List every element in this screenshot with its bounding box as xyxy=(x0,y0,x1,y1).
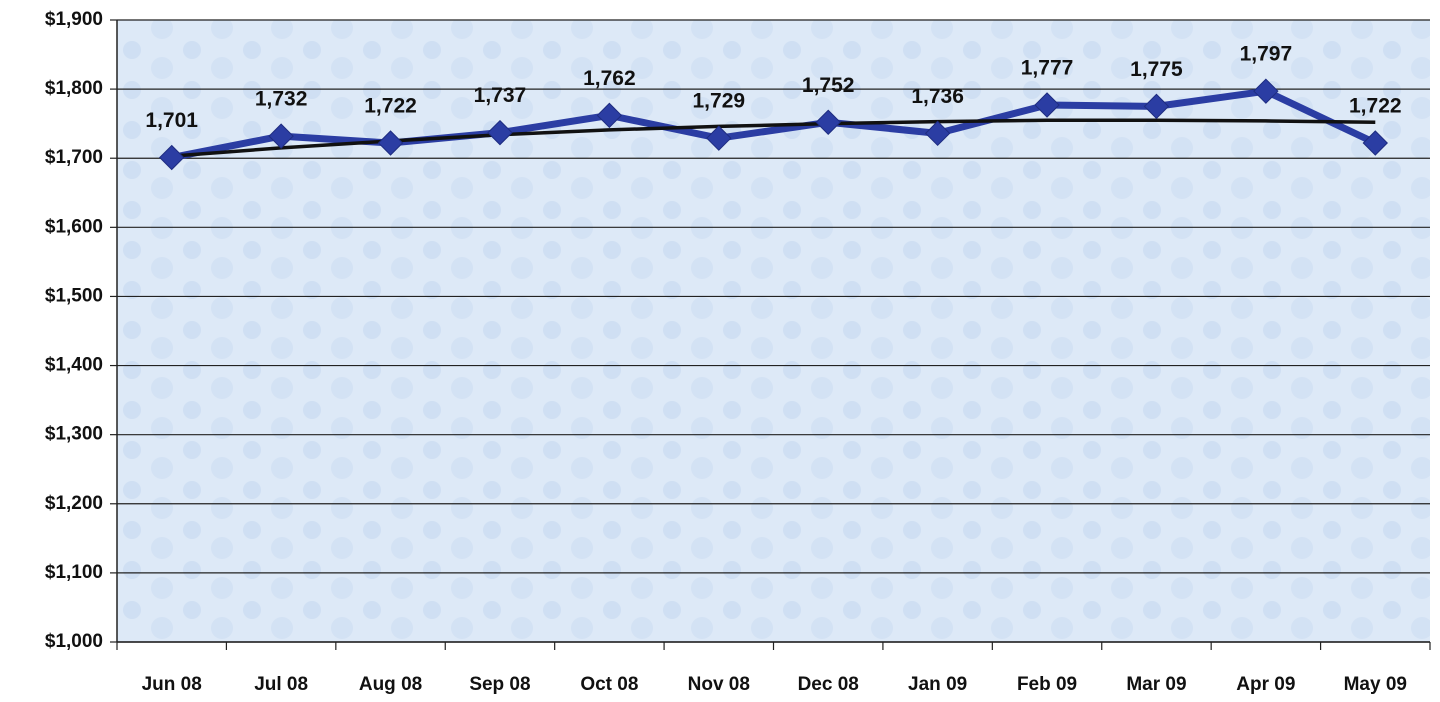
data-point xyxy=(706,125,732,151)
x-tick-label: Feb 09 xyxy=(1017,674,1077,695)
data-label: 1,737 xyxy=(474,84,527,107)
data-label: 1,797 xyxy=(1240,43,1293,66)
y-tick-label: $1,300 xyxy=(45,424,103,445)
y-tick-label: $1,000 xyxy=(45,631,103,652)
x-tick-label: Sep 08 xyxy=(469,674,530,695)
data-point xyxy=(924,120,951,147)
y-tick-label: $1,600 xyxy=(45,216,103,237)
y-tick-label: $1,500 xyxy=(45,285,103,306)
data-point xyxy=(596,102,623,129)
data-point xyxy=(815,109,841,135)
data-label: 1,762 xyxy=(583,67,636,90)
data-label: 1,732 xyxy=(255,88,308,111)
x-tick-label: Jul 08 xyxy=(254,674,308,695)
data-point xyxy=(487,119,513,146)
x-tick-label: Nov 08 xyxy=(688,674,750,695)
x-tick-label: Mar 09 xyxy=(1126,674,1186,695)
data-label: 1,775 xyxy=(1130,58,1183,81)
x-tick-label: May 09 xyxy=(1344,674,1407,695)
data-label: 1,777 xyxy=(1021,57,1074,80)
trend-line xyxy=(171,118,1376,158)
x-tick-label: Oct 08 xyxy=(580,674,638,695)
y-tick-label: $1,800 xyxy=(45,78,103,99)
x-tick-label: Jun 08 xyxy=(142,674,202,695)
data-point xyxy=(1253,78,1279,104)
data-label: 1,701 xyxy=(145,109,198,132)
data-label: 1,752 xyxy=(802,74,855,97)
y-tick-label: $1,100 xyxy=(45,562,103,583)
data-point xyxy=(1034,92,1060,118)
x-tick-label: Jan 09 xyxy=(908,674,967,695)
data-label: 1,722 xyxy=(364,95,417,118)
data-point xyxy=(377,130,404,156)
y-tick-label: $1,400 xyxy=(45,355,103,376)
x-tick-label: Dec 08 xyxy=(798,674,859,695)
data-label: 1,729 xyxy=(693,90,746,113)
data-point xyxy=(1143,93,1170,120)
data-point xyxy=(1362,130,1388,156)
x-tick-label: Apr 09 xyxy=(1236,674,1295,695)
x-tick-label: Aug 08 xyxy=(359,674,422,695)
y-tick-label: $1,700 xyxy=(45,147,103,168)
data-point xyxy=(268,123,294,149)
y-tick-label: $1,200 xyxy=(45,493,103,514)
y-tick-label: $1,900 xyxy=(45,9,103,30)
data-label: 1,722 xyxy=(1349,95,1402,118)
data-label: 1,736 xyxy=(911,85,964,108)
data-point xyxy=(159,144,185,171)
plot-area xyxy=(117,20,1430,642)
